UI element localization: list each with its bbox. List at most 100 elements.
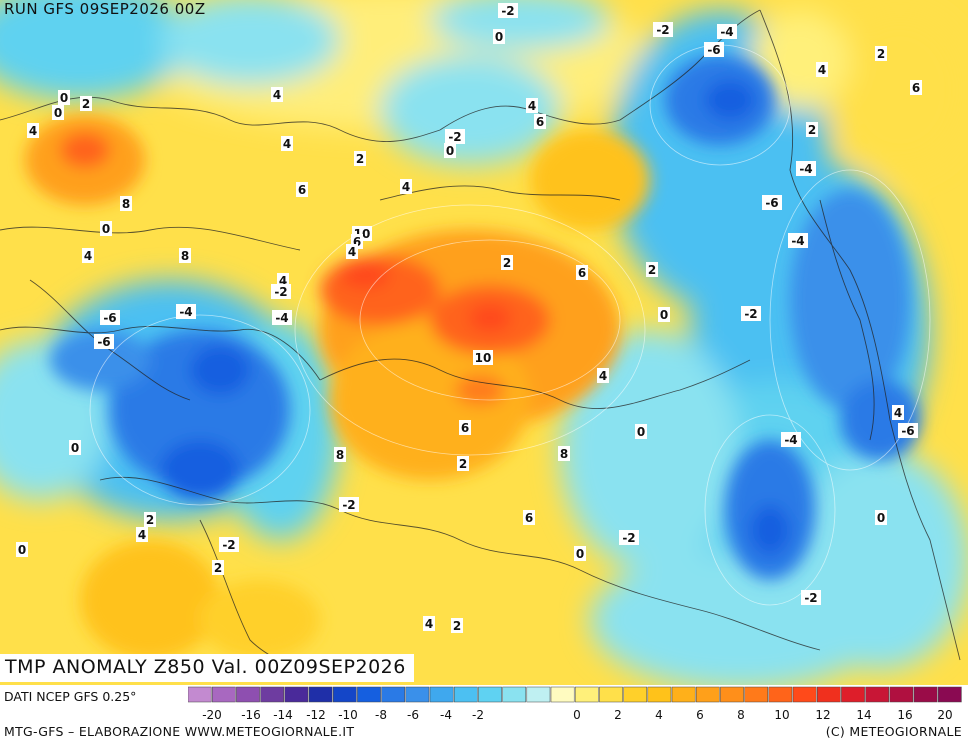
contour-label: 0 [69, 440, 81, 455]
contour-label: -4 [272, 310, 292, 325]
contour-label-text: 2 [146, 513, 154, 527]
contour-label-text: -6 [707, 43, 720, 57]
contour-label-text: -6 [765, 196, 778, 210]
contour-label: 10 [473, 350, 493, 365]
contour-label-bg [346, 244, 358, 259]
contour-label-bg [875, 510, 887, 525]
contour-label: -4 [796, 161, 816, 176]
contour-label-text: -4 [720, 25, 733, 39]
scale-tick-label: 6 [696, 708, 704, 722]
contour-label-text: 0 [446, 144, 454, 158]
contour-label-text: 6 [912, 81, 920, 95]
contour-label-text: -2 [656, 23, 669, 37]
credit-right: (C) METEOGIORNALE [825, 724, 962, 739]
contour-label: 2 [501, 255, 513, 270]
scale-tick-label: 0 [573, 708, 581, 722]
contour-label-bg [271, 87, 283, 102]
contour-label-bg [801, 590, 821, 605]
scale-swatch [647, 686, 672, 703]
contour-label-text: 4 [818, 63, 826, 77]
contour-label-text: -2 [501, 4, 514, 18]
contour-label: -6 [94, 334, 114, 349]
contour-label-text: 4 [599, 369, 607, 383]
contour-label-bg [451, 618, 463, 633]
scale-tick-label: -12 [306, 708, 326, 722]
run-label: RUN GFS 09SEP2026 00Z [4, 0, 206, 18]
contour-label-text: 0 [60, 91, 68, 105]
contour-label: 4 [400, 179, 412, 194]
contour-label-text: 0 [576, 547, 584, 561]
contour-label: 2 [80, 96, 92, 111]
contour-label: 4 [346, 244, 358, 259]
contour-label-bg [473, 350, 493, 365]
contour-label-text: 2 [877, 47, 885, 61]
contour-label: -6 [762, 195, 782, 210]
contour-label: 0 [493, 29, 505, 44]
contour-label: 2 [212, 560, 224, 575]
contour-label-text: -6 [901, 424, 914, 438]
contour-label-text: -2 [274, 285, 287, 299]
scale-swatch [744, 686, 769, 703]
scale-swatch [453, 686, 478, 703]
contour-label-bg [816, 62, 828, 77]
contour-label-text: 4 [894, 406, 902, 420]
contour-label: -2 [339, 497, 359, 512]
scale-swatch [816, 686, 841, 703]
contour-label-bg [296, 182, 308, 197]
scale-swatch [381, 686, 406, 703]
scale-tick-label: -4 [440, 708, 452, 722]
contour-label: 2 [875, 46, 887, 61]
scale-swatch [357, 686, 381, 703]
contour-label: 6 [576, 265, 588, 280]
contour-label-bg [459, 420, 471, 435]
contour-label: -2 [271, 284, 291, 299]
contour-label-bg [271, 284, 291, 299]
temperature-anomaly-map: -20-2-4-62402460-2046424248604810642462-… [0, 0, 968, 685]
scale-tick-label: -14 [273, 708, 293, 722]
contour-label: 0 [574, 546, 586, 561]
contour-label-text: 0 [877, 511, 885, 525]
contour-label: 4 [423, 616, 435, 631]
scale-tick-label: 16 [897, 708, 912, 722]
scale-swatch [841, 686, 865, 703]
contour-label: 2 [457, 456, 469, 471]
scale-swatch [550, 686, 575, 703]
contour-label-bg [898, 423, 918, 438]
map-title: TMP ANOMALY Z850 Val. 00Z09SEP2026 [0, 654, 414, 682]
contour-label-text: 8 [122, 197, 130, 211]
contour-label-bg [27, 123, 39, 138]
scale-tick-label: -20 [202, 708, 222, 722]
color-scale-boxes [188, 686, 962, 703]
scale-swatch [695, 686, 720, 703]
contour-label-bg [501, 255, 513, 270]
scale-tick-label: -6 [407, 708, 419, 722]
contour-label-bg [704, 42, 724, 57]
scale-swatch [599, 686, 623, 703]
contour-label-bg [144, 512, 156, 527]
contour-label-text: 2 [214, 561, 222, 575]
scale-tick-label: -8 [375, 708, 387, 722]
contour-label-bg [334, 447, 346, 462]
contour-label-text: 4 [279, 274, 287, 288]
contour-label: 6 [459, 420, 471, 435]
contour-label-bg [717, 24, 737, 39]
contour-label-text: 4 [283, 137, 291, 151]
contour-label: -4 [717, 24, 737, 39]
contour-label-text: -2 [448, 130, 461, 144]
contour-label: 2 [646, 262, 658, 277]
contour-label-bg [444, 143, 456, 158]
weather-map: -20-2-4-62402460-2046424248604810642462-… [0, 0, 968, 685]
contour-label-bg [762, 195, 782, 210]
scale-tick-label: -16 [241, 708, 261, 722]
contour-label-bg [69, 440, 81, 455]
contour-label: 0 [635, 424, 647, 439]
contour-label-bg [576, 265, 588, 280]
scale-swatch [913, 686, 938, 703]
contour-label: 4 [281, 136, 293, 151]
contour-label-text: 2 [808, 123, 816, 137]
scale-swatch [188, 686, 212, 703]
contour-label-bg [272, 310, 292, 325]
contour-label-bg [892, 405, 904, 420]
contour-label-text: 2 [459, 457, 467, 471]
contour-label: 0 [875, 510, 887, 525]
